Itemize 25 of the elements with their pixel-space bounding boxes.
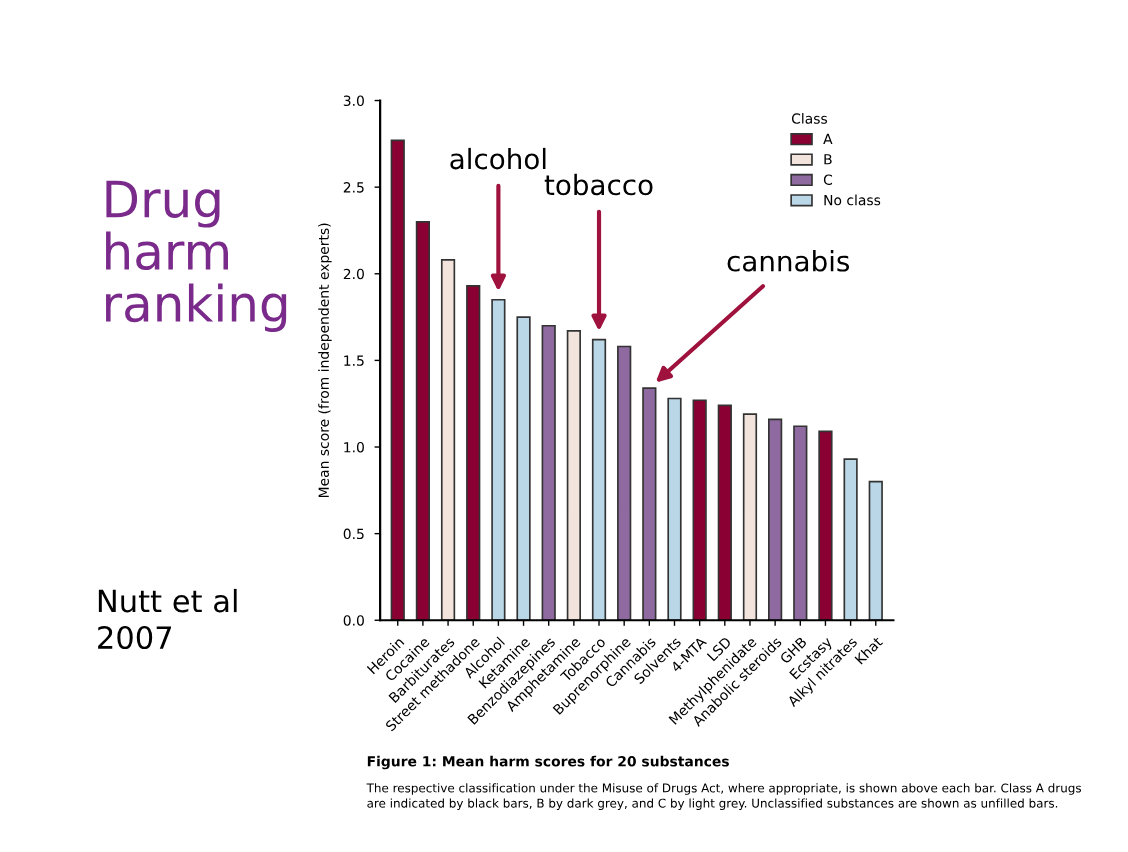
bar [541,324,556,621]
bar [491,298,506,621]
bar [692,399,707,621]
bar [390,139,405,621]
bar [717,404,732,621]
text: Nutt et al 2007 [98,588,237,650]
bar [617,345,632,621]
bar [667,397,682,621]
bar [868,480,883,621]
bar [415,220,431,621]
bar [466,285,481,621]
annotation: cannabis [727,250,850,272]
bar [843,458,858,621]
bar [742,413,758,621]
bar [642,387,657,621]
bar [440,259,456,621]
bar [591,338,607,621]
bar [818,430,833,621]
bar [768,418,783,621]
annotation: tobacco [544,173,653,196]
text: Drug harm ranking [106,180,287,332]
bar [793,425,808,621]
bar [516,316,531,621]
bar [566,330,581,621]
annotation: alcohol [450,147,546,170]
